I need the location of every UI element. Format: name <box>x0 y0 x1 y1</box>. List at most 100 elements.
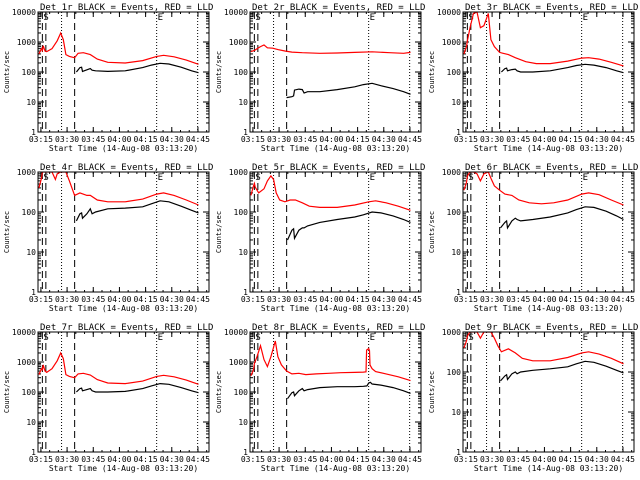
panel-title: Det 4r BLACK = Events, RED = LLD <box>40 163 213 173</box>
panel-det8: Det 8r BLACK = Events, RED = LLD 1 10 100 10… <box>215 323 425 473</box>
y-tick-label: 100 <box>234 208 249 217</box>
y-axis-label: Counts/sec <box>215 51 223 93</box>
x-tick-label: 03:45 <box>506 295 530 304</box>
plot-frame <box>37 11 210 133</box>
series-line-events <box>75 62 199 74</box>
x-tick-label: 04:00 <box>319 135 343 144</box>
x-tick-label: 03:45 <box>81 455 105 464</box>
y-tick-label: 100 <box>22 208 37 217</box>
series-line-events <box>75 382 199 394</box>
series-group <box>250 340 411 400</box>
x-tick-label: 03:30 <box>55 135 79 144</box>
panel-title: Det 8r BLACK = Events, RED = LLD <box>252 323 425 333</box>
panel-title: Det 6r BLACK = Events, RED = LLD <box>465 163 638 173</box>
x-tick-label: 04:45 <box>398 455 422 464</box>
y-tick-label: 1 <box>243 128 248 137</box>
x-axis-label: Start Time (14-Aug-08 03:13:20) <box>474 144 623 153</box>
x-tick-label: 04:15 <box>346 135 370 144</box>
y-tick-label: 100 <box>447 368 462 377</box>
panel-det6: Det 6r BLACK = Events, RED = LLD 1 10 100 10… <box>428 163 638 313</box>
y-tick-label: 10000 <box>437 8 461 17</box>
flag-start: S <box>468 333 473 343</box>
y-axis-label: Counts/sec <box>3 51 11 93</box>
x-tick-label: 03:30 <box>480 455 504 464</box>
series-line-lld <box>463 332 624 365</box>
y-tick-label: 10 <box>238 98 248 107</box>
y-tick-label: 1 <box>456 288 461 297</box>
x-tick-label: 04:30 <box>160 455 184 464</box>
y-tick-label: 100 <box>234 388 249 397</box>
panel-title: Det 1r BLACK = Events, RED = LLD <box>40 3 213 13</box>
series-group <box>463 12 624 74</box>
x-tick-label: 04:45 <box>186 295 210 304</box>
x-tick-label: 04:00 <box>107 295 131 304</box>
y-axis-label: Counts/sec <box>428 371 436 413</box>
y-tick-label: 1000 <box>17 358 36 367</box>
x-tick-label: 03:15 <box>29 135 53 144</box>
y-tick-label: 10000 <box>224 328 248 337</box>
series-line-events <box>500 206 624 230</box>
panel-det9: Det 9r BLACK = Events, RED = LLD 1 10 100 10… <box>428 323 638 473</box>
x-axis-label: Start Time (14-Aug-08 03:13:20) <box>474 304 623 313</box>
series-line-events <box>500 360 624 382</box>
series-line-lld <box>250 174 411 211</box>
y-tick-label: 100 <box>22 388 37 397</box>
y-tick-label: 10 <box>238 248 248 257</box>
series-line-lld <box>38 31 199 65</box>
x-axis-label: Start Time (14-Aug-08 03:13:20) <box>474 464 623 473</box>
y-tick-label: 1 <box>456 448 461 457</box>
x-tick-label: 04:15 <box>559 455 583 464</box>
plot-frame <box>462 11 635 133</box>
y-tick-label: 1 <box>31 288 36 297</box>
x-axis-label: Start Time (14-Aug-08 03:13:20) <box>261 144 410 153</box>
y-tick-label: 1000 <box>442 38 461 47</box>
x-tick-label: 03:30 <box>267 455 291 464</box>
y-tick-label: 1000 <box>229 168 248 177</box>
plot-frame <box>37 171 210 293</box>
x-tick-label: 04:15 <box>559 295 583 304</box>
x-tick-label: 04:15 <box>134 295 158 304</box>
x-tick-label: 04:45 <box>611 455 635 464</box>
plot-frame <box>462 171 635 293</box>
panel-title: Det 7r BLACK = Events, RED = LLD <box>40 323 213 333</box>
series-group <box>38 172 199 222</box>
flag-start: S <box>43 173 48 183</box>
x-tick-label: 04:45 <box>398 295 422 304</box>
y-axis-label: Counts/sec <box>215 211 223 253</box>
x-axis-label: Start Time (14-Aug-08 03:13:20) <box>49 304 198 313</box>
x-tick-label: 03:45 <box>293 135 317 144</box>
y-tick-label: 1000 <box>442 328 461 337</box>
series-group <box>38 31 199 74</box>
y-axis-label: Counts/sec <box>428 211 436 253</box>
panel-det3: Det 3r BLACK = Events, RED = LLD 1 10 100 10… <box>428 3 638 153</box>
x-tick-label: 04:15 <box>346 455 370 464</box>
y-tick-label: 10000 <box>12 328 36 337</box>
series-line-events <box>75 200 199 222</box>
x-tick-label: 04:00 <box>107 135 131 144</box>
series-line-lld <box>250 44 411 54</box>
x-tick-label: 04:30 <box>585 455 609 464</box>
series-group <box>463 332 624 382</box>
y-tick-label: 10000 <box>12 8 36 17</box>
x-tick-label: 04:30 <box>160 135 184 144</box>
x-tick-label: 03:15 <box>241 135 265 144</box>
x-tick-label: 04:30 <box>585 135 609 144</box>
flag-end: E <box>583 13 588 23</box>
panel-det1: Det 1r BLACK = Events, RED = LLD 1 10 100 10… <box>3 3 213 153</box>
plot-frame <box>37 331 210 453</box>
x-tick-label: 03:30 <box>55 295 79 304</box>
y-tick-label: 1 <box>31 448 36 457</box>
plot-frame <box>462 331 635 453</box>
flag-end: E <box>370 13 375 23</box>
y-axis-label: Counts/sec <box>3 371 11 413</box>
x-tick-label: 03:30 <box>55 455 79 464</box>
x-tick-label: 03:15 <box>29 455 53 464</box>
x-axis-label: Start Time (14-Aug-08 03:13:20) <box>49 464 198 473</box>
plot-frame <box>249 11 422 133</box>
plot-frame <box>249 331 422 453</box>
series-line-events <box>500 63 624 74</box>
x-tick-label: 03:45 <box>506 455 530 464</box>
y-tick-label: 10 <box>451 98 461 107</box>
x-tick-label: 04:30 <box>585 295 609 304</box>
